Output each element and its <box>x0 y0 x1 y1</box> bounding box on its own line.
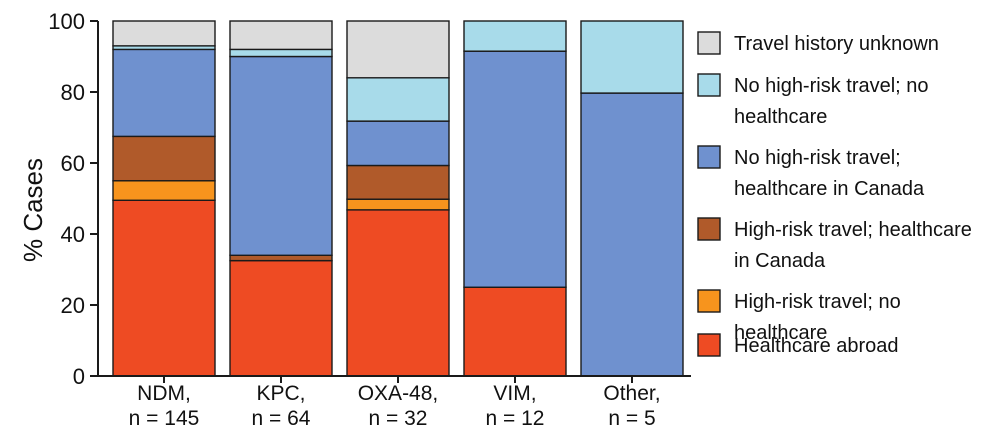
x-tick-label: Other, <box>603 382 660 405</box>
bar-segment <box>112 48 216 138</box>
y-tick-label: 0 <box>73 364 85 389</box>
x-tick-label: VIM, <box>493 382 536 405</box>
legend-label: healthcare in Canada <box>734 178 925 200</box>
bar-segment <box>229 55 333 257</box>
legend-label: No high-risk travel; <box>734 147 901 169</box>
bar-segment <box>346 20 450 79</box>
x-tick-label: n = 32 <box>369 407 428 430</box>
legend-label: High-risk travel; no <box>734 291 901 313</box>
legend-label: No high-risk travel; no <box>734 75 929 97</box>
legend-label: healthcare <box>734 322 827 344</box>
bar-segment <box>580 92 684 377</box>
y-axis-title: % Cases <box>18 158 48 262</box>
legend-label: healthcare <box>734 106 827 128</box>
y-tick-label: 60 <box>61 151 85 176</box>
y-tick-label: 100 <box>48 9 85 34</box>
bar-segment <box>346 77 450 122</box>
legend-swatch <box>697 217 721 241</box>
x-tick-label: n = 145 <box>129 407 200 430</box>
legend-swatch <box>697 145 721 169</box>
x-tick-label: n = 5 <box>608 407 655 430</box>
legend-swatch <box>697 289 721 313</box>
x-tick-label: NDM, <box>137 382 191 405</box>
legend-label: Travel history unknown <box>734 33 939 55</box>
legend: Travel history unknown No high-risk trave… <box>697 31 972 357</box>
bar-segment <box>346 164 450 200</box>
bar-segment <box>229 259 333 377</box>
y-tick-label: 80 <box>61 80 85 105</box>
legend-label: Healthcare abroad <box>734 335 899 357</box>
bar-segment <box>463 50 567 288</box>
bar-segment <box>229 20 333 51</box>
bar-segment <box>463 20 567 52</box>
bar-segment <box>580 20 684 94</box>
x-tick-label: n = 64 <box>252 407 311 430</box>
legend-label: High-risk travel; healthcare <box>734 219 972 241</box>
bar-segment <box>112 199 216 377</box>
bar-segment <box>229 48 333 58</box>
bar-segment <box>112 180 216 201</box>
bar-segment <box>346 209 450 377</box>
bar-segment <box>463 286 567 377</box>
bar-segment <box>346 198 450 211</box>
y-tick-label: 20 <box>61 293 85 318</box>
x-tick-label: n = 12 <box>486 407 545 430</box>
y-tick-label: 40 <box>61 222 85 247</box>
legend-swatch <box>697 73 721 97</box>
bar-segment <box>112 135 216 182</box>
legend-swatch <box>697 333 721 357</box>
bar-segment <box>346 120 450 167</box>
bar-segment <box>112 20 216 47</box>
bar-segment <box>229 254 333 262</box>
legend-swatch <box>697 31 721 55</box>
x-tick-label: OXA-48, <box>358 382 439 405</box>
legend-label: in Canada <box>734 250 826 272</box>
x-tick-label: KPC, <box>256 382 305 405</box>
